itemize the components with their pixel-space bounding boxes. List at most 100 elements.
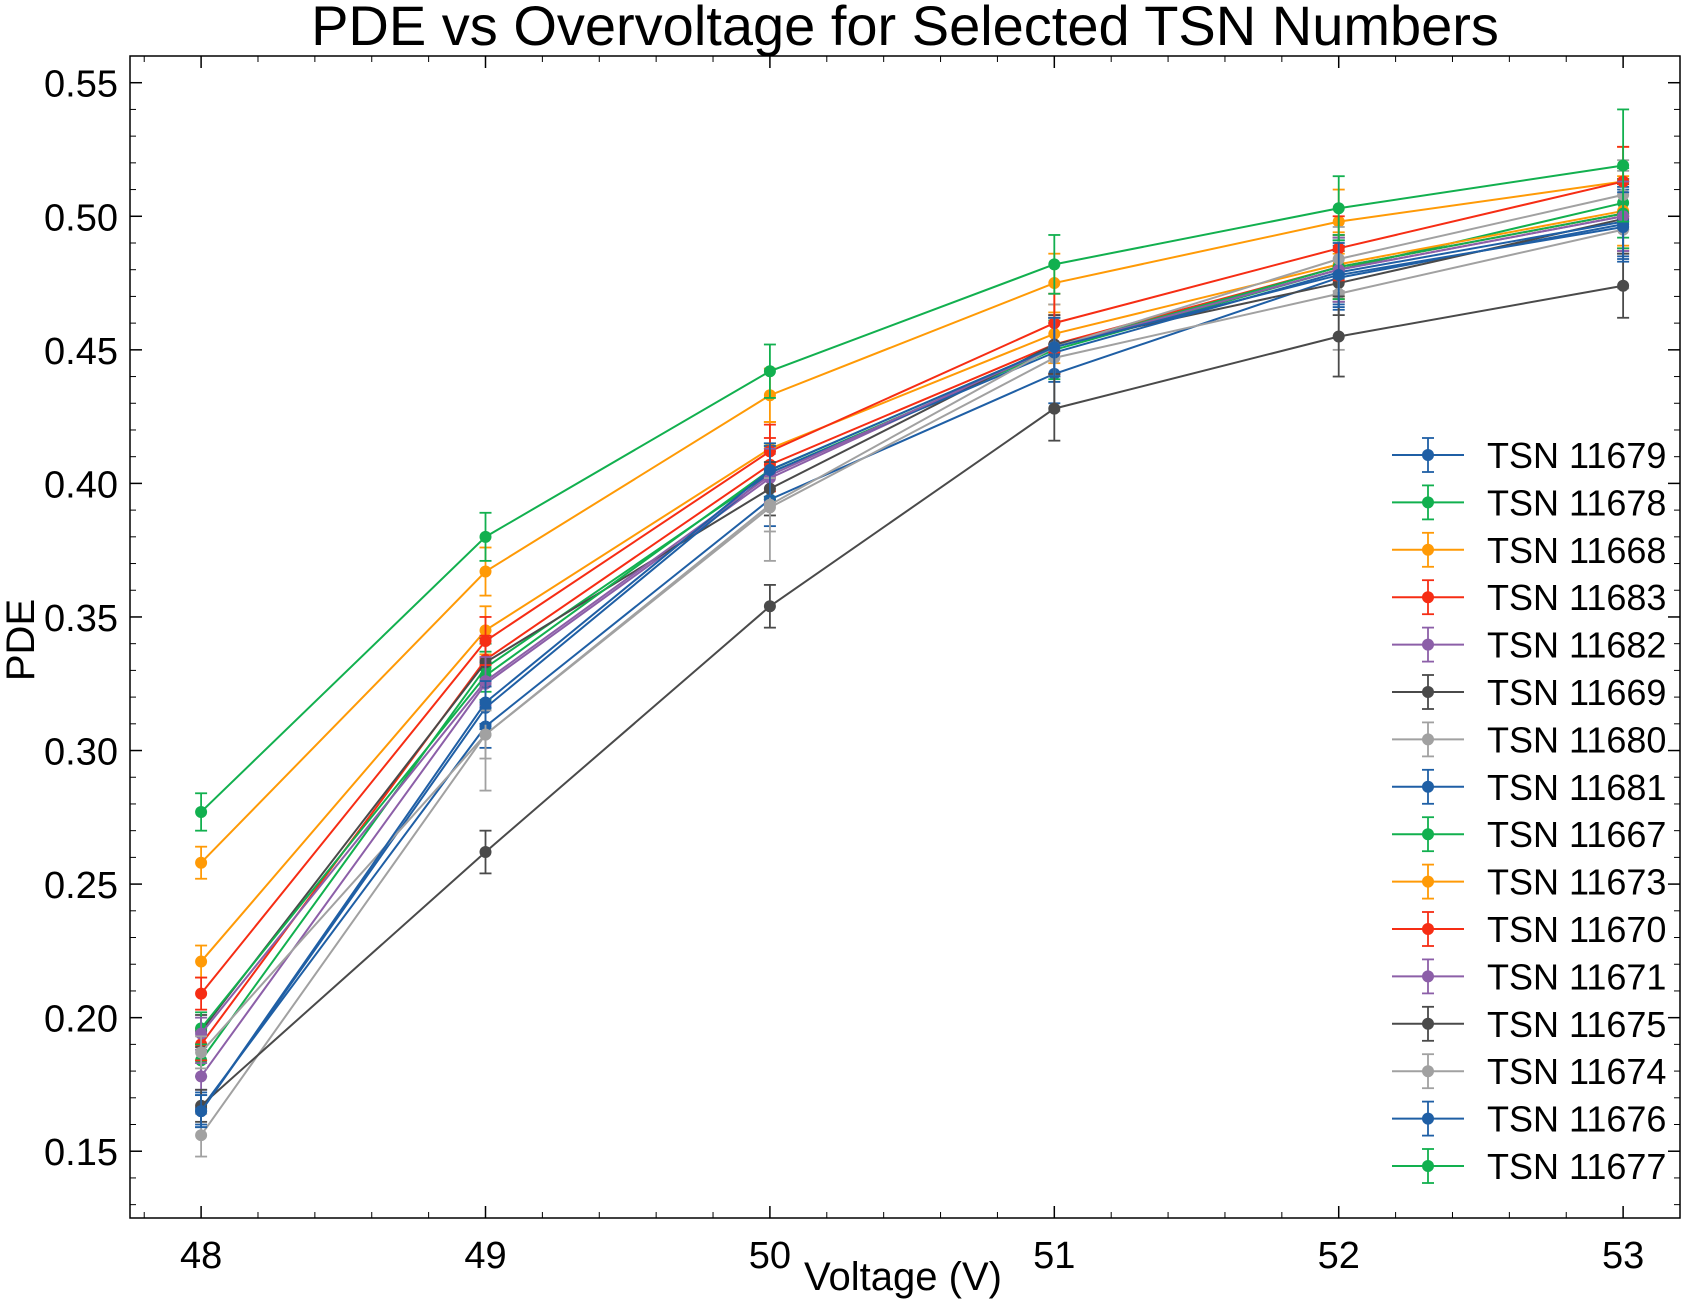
y-tick-label: 0.50 [44, 197, 118, 239]
series-line [200, 212, 1624, 1029]
chart-title: PDE vs Overvoltage for Selected TSN Numb… [311, 0, 1499, 57]
legend-item: TSN 11673 [1392, 862, 1666, 903]
data-point [195, 1070, 208, 1083]
series-line [200, 209, 1624, 963]
legend-marker [1422, 638, 1434, 651]
data-point [195, 987, 208, 1000]
legend-label: TSN 11674 [1487, 1051, 1666, 1092]
legend-label: TSN 11679 [1487, 435, 1666, 476]
legend-label: TSN 11682 [1487, 625, 1666, 666]
data-point [1332, 202, 1345, 215]
legend-label: TSN 11673 [1487, 862, 1666, 903]
series-tsn-11677 [195, 108, 1630, 832]
legend-marker [1422, 875, 1434, 888]
series-tsn-11674 [195, 159, 1630, 1070]
x-axis-label: Voltage (V) [804, 1255, 1002, 1299]
series-line [200, 193, 1624, 1054]
y-tick-label: 0.40 [44, 464, 118, 506]
series-line [200, 164, 1624, 813]
data-point [763, 498, 776, 511]
y-tick-label: 0.35 [44, 598, 118, 640]
legend: TSN 11679 TSN 11678 TSN 11668 TSN 11683 TSN … [1392, 435, 1666, 1187]
legend-label: TSN 11680 [1487, 719, 1666, 760]
series-line [200, 180, 1624, 864]
x-tick-label: 52 [1318, 1235, 1360, 1277]
y-tick-label: 0.20 [44, 999, 118, 1041]
x-tick-label: 50 [749, 1235, 791, 1277]
legend-label: TSN 11678 [1487, 482, 1666, 523]
data-point [763, 600, 776, 613]
y-tick-label: 0.45 [44, 331, 118, 373]
series-tsn-11675 [195, 252, 1630, 1123]
data-point [479, 635, 492, 648]
series-tsn-11681 [195, 185, 1630, 1129]
y-tick-label: 0.30 [44, 732, 118, 774]
data-point [195, 1046, 208, 1059]
legend-item: TSN 11678 [1392, 482, 1666, 523]
legend-item: TSN 11668 [1392, 530, 1666, 571]
data-point [1617, 279, 1630, 292]
series-line [200, 201, 1624, 1061]
legend-item: TSN 11679 [1392, 435, 1666, 476]
legend-marker [1422, 923, 1434, 935]
data-point [479, 728, 492, 741]
data-point [479, 565, 492, 578]
y-axis-label: PDE [0, 599, 43, 681]
data-point [1048, 341, 1061, 354]
legend-marker [1422, 1160, 1434, 1172]
data-point [763, 365, 776, 378]
data-point [1048, 258, 1061, 271]
legend-item: TSN 11670 [1392, 909, 1666, 950]
series-tsn-11676 [195, 191, 1630, 1129]
legend-label: TSN 11675 [1487, 1004, 1666, 1045]
x-tick-label: 48 [180, 1235, 222, 1277]
legend-item: TSN 11667 [1392, 814, 1666, 855]
series-line [200, 225, 1624, 1112]
legend-marker [1422, 543, 1434, 556]
legend-item: TSN 11675 [1392, 1004, 1666, 1045]
legend-item: TSN 11677 [1392, 1146, 1666, 1187]
series-tsn-11678 [195, 167, 1630, 1078]
series-line [200, 223, 1624, 1110]
y-tick-label: 0.25 [44, 865, 118, 907]
legend-item: TSN 11681 [1392, 767, 1666, 808]
legend-marker [1422, 449, 1434, 461]
legend-label: TSN 11669 [1487, 672, 1666, 713]
data-point [1332, 269, 1345, 282]
x-tick-label: 51 [1033, 1235, 1075, 1277]
data-point [479, 846, 492, 859]
legend-marker [1422, 780, 1434, 793]
series-line [200, 215, 1624, 1035]
legend-marker [1422, 591, 1434, 604]
legend-item: TSN 11669 [1392, 672, 1666, 713]
series-tsn-11667 [195, 177, 1630, 1046]
legend-label: TSN 11671 [1487, 956, 1666, 997]
data-point [479, 696, 492, 709]
data-point [1332, 330, 1345, 343]
plot-area: 48 49 50 51 52 53 0.15 0.20 0.25 0.30 0.35 0.40 0.45… [44, 55, 1681, 1277]
data-point [195, 955, 208, 968]
series-tsn-11668 [195, 175, 1630, 979]
legend-label: TSN 11667 [1487, 814, 1666, 855]
legend-marker [1422, 733, 1434, 746]
x-tick-label: 53 [1602, 1235, 1644, 1277]
legend-item: TSN 11680 [1392, 719, 1666, 760]
legend-label: TSN 11668 [1487, 530, 1666, 571]
data-point [195, 1129, 208, 1142]
legend-item: TSN 11683 [1392, 577, 1666, 618]
data-point [195, 856, 208, 869]
series-line [200, 217, 1624, 1032]
x-tick-label: 49 [464, 1235, 506, 1277]
data-point [1617, 220, 1630, 233]
plot-frame [129, 55, 1681, 1219]
legend-item: TSN 11682 [1392, 625, 1666, 666]
series-line [200, 284, 1624, 1107]
legend-label: TSN 11683 [1487, 577, 1666, 618]
series-line [200, 215, 1624, 1078]
series-tsn-11669 [195, 183, 1630, 1048]
legend-label: TSN 11681 [1487, 767, 1666, 808]
legend-marker [1422, 970, 1434, 983]
legend-item: TSN 11676 [1392, 1099, 1666, 1140]
